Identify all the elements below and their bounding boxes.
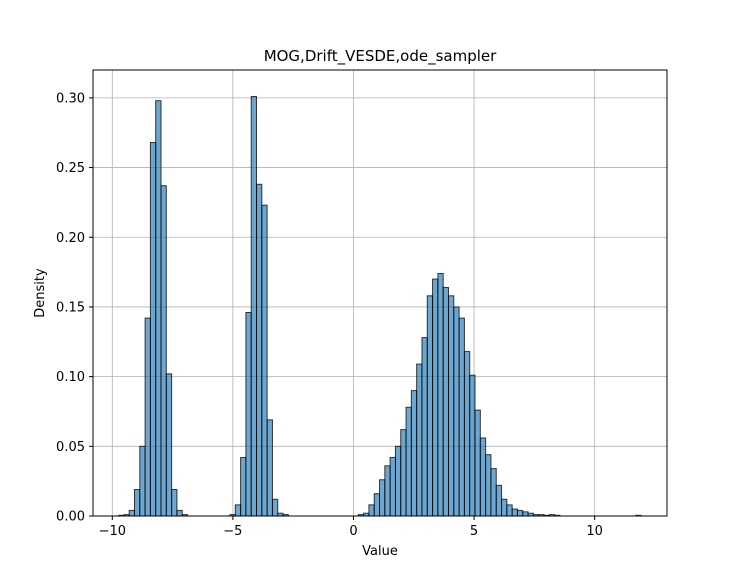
histogram-bar (234, 504, 242, 517)
x-tick-label: 5 (470, 524, 478, 539)
histogram-bar (490, 468, 497, 517)
histogram-bar (394, 445, 402, 517)
histogram-bar (149, 141, 157, 517)
x-tick-label: −10 (99, 524, 126, 539)
histogram-bar (426, 295, 434, 517)
histogram-bar (373, 493, 381, 517)
histogram-bar (453, 306, 460, 517)
histogram-bar (379, 479, 386, 517)
histogram-bar (501, 498, 508, 517)
histogram-bar (437, 272, 444, 517)
histogram-bar (458, 317, 465, 517)
histogram-bar (245, 312, 252, 517)
y-tick-label: 0.00 (56, 510, 85, 525)
histogram-bar (511, 508, 518, 517)
histogram-bar (410, 390, 418, 517)
histogram-bar (139, 445, 146, 517)
y-tick-label: 0.20 (56, 231, 85, 246)
histogram-bar (389, 456, 396, 517)
histogram-bar (266, 419, 273, 517)
x-tick-label: −5 (223, 524, 242, 539)
y-tick-label: 0.05 (56, 440, 85, 455)
y-tick-label: 0.30 (56, 91, 85, 106)
y-axis-label: Density (33, 268, 48, 318)
x-tick-label: 0 (349, 524, 357, 539)
plot-area-frame (92, 69, 668, 517)
histogram-bar (133, 489, 141, 517)
histogram-bar (256, 183, 263, 517)
histogram-bar (474, 409, 481, 517)
histogram-bar (261, 204, 268, 517)
histogram-bar (400, 429, 407, 517)
y-tick-label: 0.15 (56, 300, 85, 315)
histogram-bar (405, 406, 412, 517)
histogram-bar (442, 286, 449, 517)
x-tick-label: 10 (586, 524, 603, 539)
histogram-bar (421, 337, 428, 517)
histogram-bar (165, 373, 173, 517)
histogram-bar (463, 351, 471, 517)
histogram-bar (368, 504, 375, 517)
histogram-bar (160, 185, 167, 517)
histogram-bar (171, 489, 178, 517)
histogram-bar (155, 100, 162, 517)
histogram-bar (240, 456, 247, 517)
histogram-bar (495, 484, 503, 517)
histogram-bar (271, 498, 279, 517)
histogram-bar (384, 465, 391, 517)
histogram-bar (144, 317, 151, 517)
histogram-bar (522, 511, 529, 517)
histogram-bar (250, 95, 258, 517)
histogram-bar (128, 509, 135, 517)
histogram-bar (506, 504, 513, 517)
y-tick-label: 0.25 (56, 161, 85, 176)
histogram-bar (516, 509, 524, 517)
y-tick-label: 0.10 (56, 370, 85, 385)
chart-title: MOG,Drift_VESDE,ode_sampler (264, 47, 497, 66)
histogram-bar (485, 454, 492, 517)
histogram-bar (416, 363, 423, 517)
histogram-bar (447, 295, 455, 517)
histogram-bar (432, 278, 439, 517)
x-axis-label: Value (362, 544, 398, 559)
histogram-bar (469, 374, 476, 517)
histogram-bar (479, 437, 487, 517)
axis-ticks: −10 −5 0 5 10 0.00 0.05 0.10 0.15 0.20 0.25 0.30 (56, 91, 603, 539)
histogram-bar (176, 509, 183, 517)
